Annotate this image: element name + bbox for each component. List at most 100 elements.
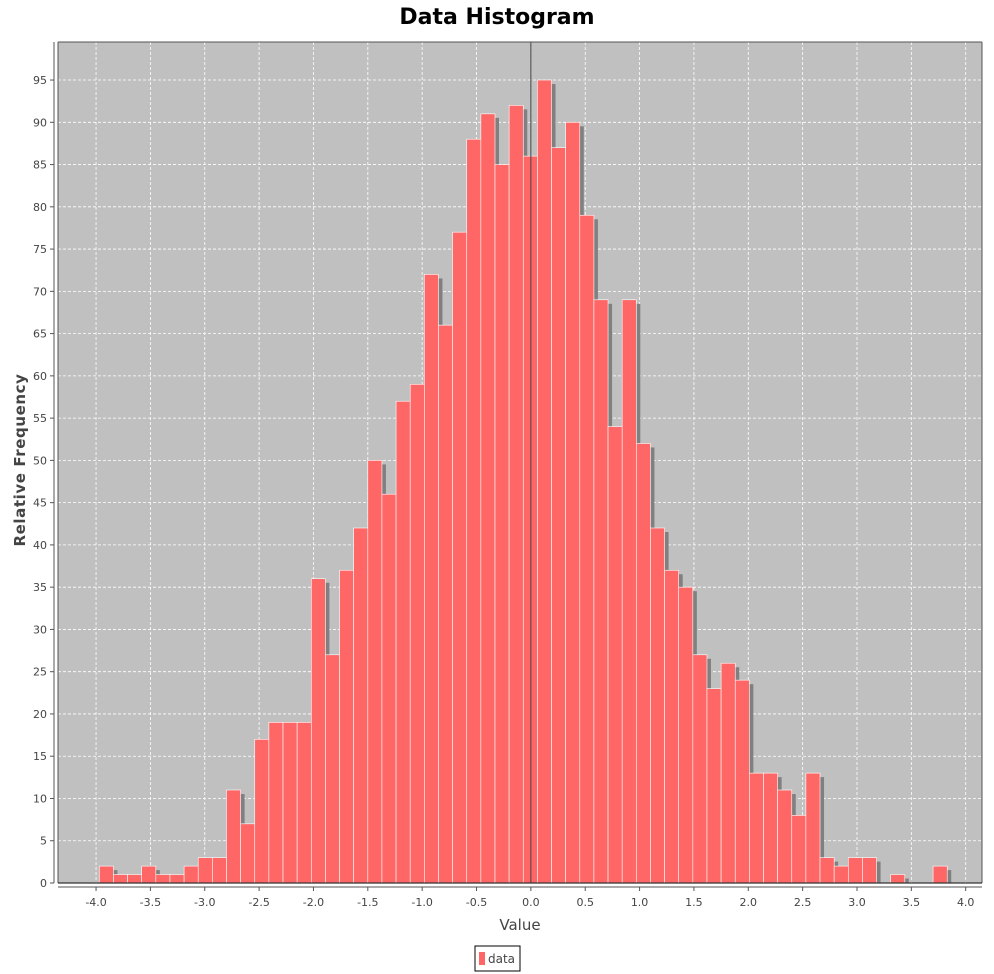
histogram-bar: [409, 384, 425, 884]
x-tick-label: 2.5: [794, 896, 812, 909]
y-tick-label: 40: [33, 539, 47, 552]
y-axis-ticks: 0 5 10 15 20 25 30 35 40 45 50 55 60 65 70 75 80 85 90 95: [33, 74, 54, 890]
y-tick-label: 45: [33, 497, 47, 510]
y-tick-label: 50: [33, 454, 47, 467]
histogram-bar: [310, 578, 326, 884]
histogram-bar: [339, 569, 354, 884]
chart-title: Data Histogram: [399, 5, 594, 30]
x-tick-label: -3.0: [194, 896, 215, 909]
x-axis-ticks: -4.0 -3.5 -3.0 -2.5 -2.0 -1.5 -1.0 -0.5 0.0 0.5 1.…: [85, 887, 974, 909]
histogram-bar: [819, 857, 835, 884]
histogram-bar: [805, 772, 821, 884]
histogram-bar: [99, 865, 114, 884]
histogram-bar: [706, 688, 722, 884]
histogram-bar: [466, 138, 482, 884]
y-tick-label: 55: [33, 412, 47, 425]
y-tick-label: 15: [33, 750, 47, 763]
histogram-bar: [141, 865, 157, 884]
histogram-bar: [607, 426, 623, 884]
histogram-bar: [720, 662, 736, 884]
histogram-bar: [113, 874, 128, 884]
histogram-bar: [480, 113, 496, 884]
x-tick-label: 1.5: [685, 896, 703, 909]
y-tick-label: 35: [33, 581, 47, 594]
x-tick-label: 0.5: [576, 896, 594, 909]
x-tick-label: -0.5: [466, 896, 487, 909]
y-tick-label: 25: [33, 666, 47, 679]
histogram-bar: [282, 722, 298, 884]
histogram-bar: [325, 654, 340, 884]
histogram-bar: [833, 865, 849, 884]
histogram-bar: [395, 400, 411, 884]
histogram-bar: [508, 105, 524, 884]
histogram-bar: [749, 772, 764, 884]
y-tick-label: 60: [33, 370, 47, 383]
histogram-bar: [353, 527, 369, 884]
histogram-bar: [537, 79, 552, 884]
histogram-bar: [890, 874, 906, 884]
histogram-bar: [254, 739, 270, 884]
y-tick-label: 30: [33, 623, 47, 636]
histogram-bar: [296, 722, 312, 884]
histogram-bar: [734, 679, 750, 884]
y-tick-label: 85: [33, 159, 47, 172]
histogram-bar: [424, 274, 439, 884]
histogram-bar: [183, 865, 199, 884]
histogram-bar: [438, 324, 453, 884]
x-axis-label: Value: [499, 916, 540, 934]
histogram-bar: [240, 823, 256, 884]
histogram-bar: [565, 121, 581, 884]
y-tick-label: 70: [33, 285, 47, 298]
histogram-bar: [763, 772, 778, 884]
x-tick-label: -4.0: [85, 896, 106, 909]
x-tick-label: -1.0: [411, 896, 432, 909]
y-tick-label: 90: [33, 116, 47, 129]
x-tick-label: -1.5: [357, 896, 378, 909]
x-tick-label: 2.0: [740, 896, 758, 909]
histogram-bar: [847, 857, 863, 884]
y-tick-label: 0: [40, 877, 47, 890]
y-tick-label: 20: [33, 708, 47, 721]
y-axis-label: Relative Frequency: [11, 373, 29, 546]
legend: data: [474, 945, 521, 972]
histogram-bar: [551, 147, 566, 884]
y-tick-label: 65: [33, 328, 47, 341]
legend-swatch: [479, 952, 485, 965]
histogram-bar: [692, 654, 708, 884]
y-tick-label: 10: [33, 792, 47, 805]
x-tick-label: 4.0: [957, 896, 975, 909]
histogram-bar: [650, 527, 665, 884]
y-tick-label: 5: [40, 835, 47, 848]
x-tick-label: 3.5: [903, 896, 921, 909]
histogram-bar: [226, 789, 241, 884]
x-tick-label: -3.5: [140, 896, 161, 909]
histogram-bar: [268, 722, 284, 884]
histogram-bar: [155, 874, 171, 884]
bars: [99, 79, 952, 884]
histogram-bar: [678, 586, 694, 884]
histogram-bar: [791, 815, 807, 884]
histogram-bar: [777, 789, 793, 884]
histogram-bar: [169, 874, 185, 884]
histogram-bar: [212, 857, 227, 884]
x-tick-label: -2.5: [248, 896, 269, 909]
histogram-bar: [579, 214, 595, 884]
y-tick-label: 95: [33, 74, 47, 87]
histogram-bar: [862, 857, 877, 884]
axes: [53, 41, 983, 888]
histogram-bar: [381, 493, 397, 884]
x-tick-label: -2.0: [303, 896, 324, 909]
histogram-bar: [197, 857, 213, 884]
histogram-bar: [367, 460, 383, 884]
histogram-bar: [621, 299, 637, 884]
histogram-bar: [664, 569, 680, 884]
legend-label: data: [488, 952, 515, 966]
histogram-bar: [494, 164, 510, 884]
histogram-bar: [636, 443, 651, 884]
histogram-bar: [593, 299, 609, 884]
x-tick-label: 3.0: [848, 896, 866, 909]
histogram-bar: [932, 865, 948, 884]
histogram-bar: [127, 874, 143, 884]
histogram-bar: [522, 155, 538, 884]
